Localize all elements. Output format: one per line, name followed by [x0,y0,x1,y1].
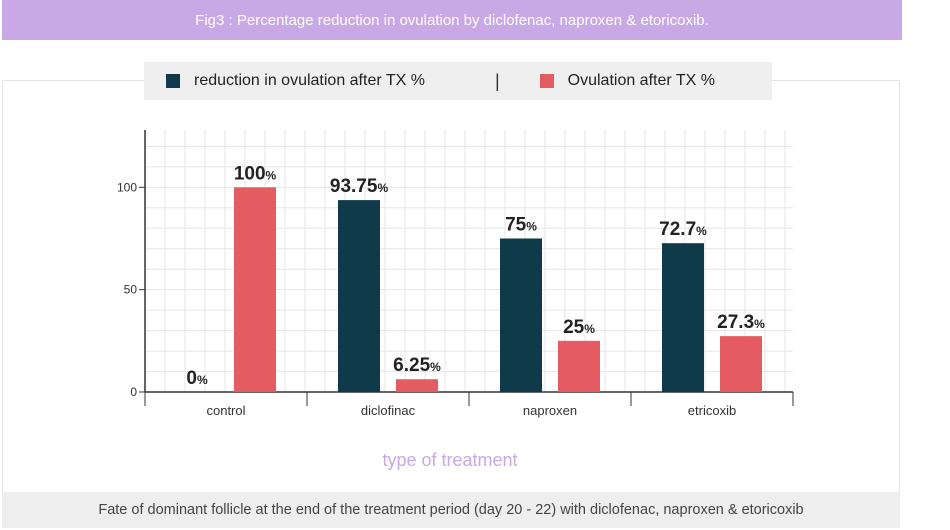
legend-separator: | [494,70,500,91]
y-tick-label: 50 [124,283,138,297]
chart-title: Fig3 : Percentage reduction in ovulation… [2,0,902,40]
data-label: 25% [563,317,595,338]
data-label: 27.3% [717,312,765,333]
data-label: 72.7% [659,219,707,240]
data-label: 93.75% [330,176,389,197]
legend: reduction in ovulation after TX % | Ovul… [144,62,772,100]
legend-item-reduction: reduction in ovulation after TX % [166,72,425,90]
x-tick-label: diclofinac [361,403,416,418]
legend-item-ovulation: Ovulation after TX % [539,72,715,90]
data-label: 0% [186,368,208,389]
data-label: 6.25% [393,355,441,376]
bar [500,238,542,392]
x-tick-label: etricoxib [688,403,736,418]
legend-label-reduction: reduction in ovulation after TX % [194,72,425,89]
footer-caption: Fate of dominant follicle at the end of … [2,492,900,528]
legend-label-ovulation: Ovulation after TX % [567,72,715,89]
legend-swatch-ovulation [539,74,554,88]
x-tick-label: control [206,403,245,418]
bar [558,340,600,392]
bar [338,200,380,392]
bar [234,187,276,392]
y-tick-label: 100 [117,180,137,194]
chart-frame [2,80,900,492]
x-tick-label: naproxen [523,403,577,418]
legend-swatch-reduction [166,74,180,88]
bar [396,379,438,392]
y-tick-label: 0 [130,385,137,399]
data-label: 75% [505,214,537,235]
bar [662,243,704,392]
data-label: 100% [234,163,277,184]
bar [720,336,762,392]
x-axis-title: type of treatment [382,450,518,470]
